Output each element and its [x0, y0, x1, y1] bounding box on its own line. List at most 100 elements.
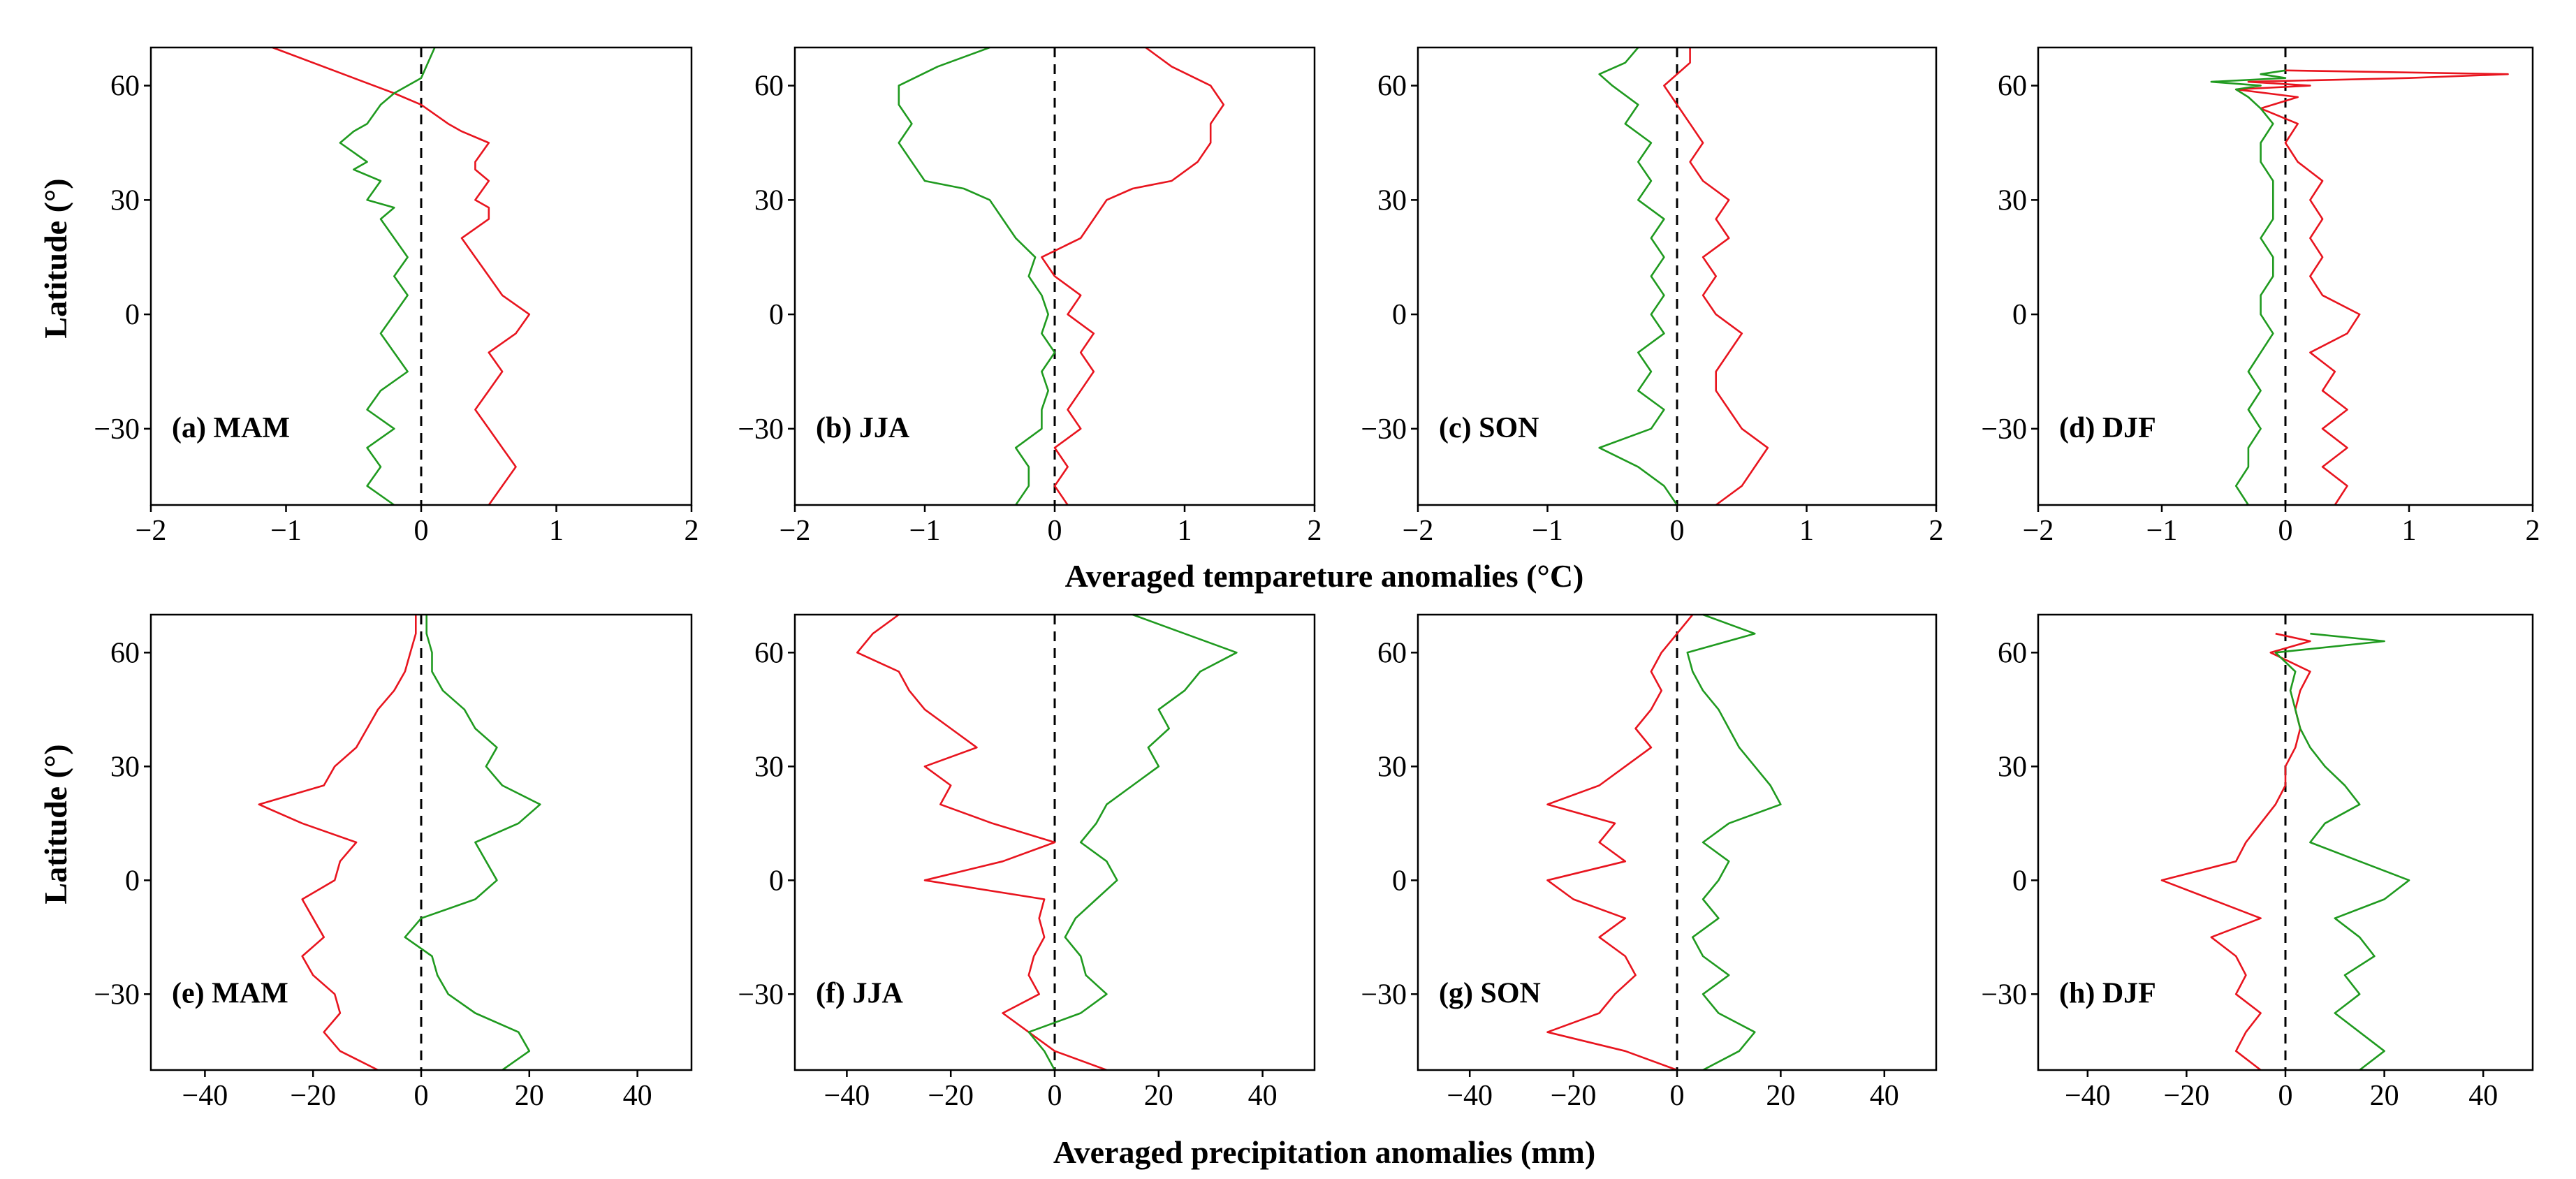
y-tick-label: 30 [110, 751, 140, 783]
y-tick-label: −30 [738, 979, 784, 1011]
x-tick-label: −20 [1551, 1080, 1597, 1112]
y-tick-label: 0 [2012, 299, 2027, 331]
x-tick-label: −20 [2164, 1080, 2210, 1112]
x-tick-label: 0 [2278, 515, 2293, 547]
x-tick-label: 20 [1766, 1080, 1795, 1112]
x-tick-label: 0 [2278, 1080, 2293, 1112]
x-tick-label: −40 [182, 1080, 228, 1112]
x-tick-label: 1 [549, 515, 564, 547]
y-tick-label: −30 [738, 413, 784, 446]
y-tick-label: −30 [1361, 979, 1407, 1011]
x-tick-label: −1 [909, 515, 941, 547]
panel-b: −2 −1 0 1 2 −30 0 30 60 (b) JJA [738, 46, 1322, 547]
x-tick-label: 1 [1799, 515, 1814, 547]
y-tick-label: 0 [125, 299, 140, 331]
y-tick-label: 60 [110, 71, 140, 103]
y-axis-title-top: Latitude (°) [38, 178, 73, 338]
x-tick-label: 20 [2370, 1080, 2399, 1112]
panel-label: (c) SON [1439, 412, 1539, 444]
panel-h: −40 −20 0 20 40 −30 0 30 60 (h) DJF [1981, 613, 2534, 1112]
panel-g: −40 −20 0 20 40 −30 0 30 60 (g) SON [1361, 613, 1938, 1112]
series-green-line [898, 46, 1056, 506]
x-tick-label: 20 [1144, 1080, 1173, 1112]
series-green-line [1598, 47, 1678, 506]
y-tick-label: 0 [769, 865, 784, 897]
panel-label: (d) DJF [2059, 412, 2156, 444]
x-tick-label: 1 [1178, 515, 1192, 547]
y-tick-label: 0 [2012, 865, 2027, 897]
panel-label: (f) JJA [816, 977, 903, 1009]
panel-label: (e) MAM [172, 977, 288, 1009]
series-red-line [1663, 47, 1769, 506]
panel-label: (b) JJA [816, 412, 910, 444]
x-tick-label: −2 [780, 515, 811, 547]
y-axis-title-bottom: Latitude (°) [38, 744, 73, 904]
x-tick-label: −2 [136, 515, 167, 547]
x-tick-label: 40 [1870, 1080, 1899, 1112]
panel-d: −2 −1 0 1 2 −30 0 30 60 (d) DJF [1981, 46, 2540, 547]
series-red-line [2160, 632, 2311, 1071]
y-tick-label: −30 [94, 413, 140, 446]
x-tick-label: 0 [1048, 515, 1062, 547]
x-tick-label: −40 [2065, 1080, 2111, 1112]
y-tick-label: 0 [1392, 865, 1407, 897]
y-tick-label: 30 [754, 184, 784, 217]
y-tick-label: 60 [1998, 71, 2027, 103]
y-tick-label: 60 [754, 637, 784, 669]
y-tick-label: 60 [1998, 637, 2027, 669]
y-tick-label: −30 [1361, 413, 1407, 446]
series-red-line [856, 613, 1107, 1071]
x-tick-label: 0 [1670, 1080, 1685, 1112]
x-tick-label: 2 [1929, 515, 1944, 547]
y-tick-label: −30 [94, 979, 140, 1011]
series-red-line [1546, 614, 1694, 1071]
panel-a: −2 −1 0 1 2 −30 0 30 60 (a) MAM [94, 46, 699, 547]
x-tick-label: 40 [2468, 1080, 2498, 1112]
y-tick-label: 60 [754, 71, 784, 103]
series-green-line [1027, 613, 1238, 1071]
series-green-line [404, 615, 541, 1071]
series-red-line [258, 615, 417, 1071]
y-tick-label: 60 [110, 637, 140, 669]
series-green-line [2210, 69, 2287, 506]
x-tick-label: −1 [270, 515, 302, 547]
x-tick-label: 2 [685, 515, 699, 547]
x-tick-label: 0 [414, 515, 429, 547]
x-tick-label: 0 [1048, 1080, 1062, 1112]
x-tick-label: 40 [623, 1080, 652, 1112]
y-tick-label: 0 [125, 865, 140, 897]
y-tick-label: 0 [769, 299, 784, 331]
y-tick-label: 60 [1377, 637, 1407, 669]
series-red-line [272, 46, 531, 506]
x-tick-label: −20 [928, 1080, 974, 1112]
x-tick-label: −40 [1447, 1080, 1493, 1112]
y-tick-label: 30 [1998, 751, 2027, 783]
x-tick-label: 1 [2402, 515, 2417, 547]
x-tick-label: 2 [2526, 515, 2540, 547]
panel-label: (a) MAM [172, 412, 290, 444]
x-tick-label: 2 [1308, 515, 1322, 547]
x-tick-label: −2 [2023, 515, 2054, 547]
panel-label: (h) DJF [2059, 977, 2156, 1009]
y-tick-label: −30 [1981, 413, 2027, 446]
series-green-line [2274, 632, 2410, 1071]
y-tick-label: 30 [110, 184, 140, 217]
x-tick-label: −1 [2146, 515, 2178, 547]
y-tick-label: −30 [1981, 979, 2027, 1011]
x-axis-title-top: Averaged tempareture anomalies (°C) [1065, 558, 1584, 594]
x-tick-label: 40 [1248, 1080, 1278, 1112]
y-tick-label: 30 [1377, 184, 1407, 217]
panel-label: (g) SON [1439, 977, 1541, 1009]
y-tick-label: 0 [1392, 299, 1407, 331]
y-tick-label: 60 [1377, 71, 1407, 103]
panels-group: −2 −1 0 1 2 −30 0 30 60 (a) MAM −2 −1 0 1 2 −30 0 30 60 (b)… [94, 46, 2540, 1112]
x-tick-label: 0 [414, 1080, 429, 1112]
x-tick-label: −40 [824, 1080, 870, 1112]
panel-f: −40 −20 0 20 40 −30 0 30 60 (f) JJA [738, 613, 1316, 1112]
series-red-line [1041, 46, 1225, 506]
x-tick-label: −2 [1403, 515, 1434, 547]
panel-c: −2 −1 0 1 2 −30 0 30 60 (c) SON [1361, 46, 1944, 547]
series-red-line [2234, 69, 2509, 506]
x-tick-label: −1 [1532, 515, 1563, 547]
